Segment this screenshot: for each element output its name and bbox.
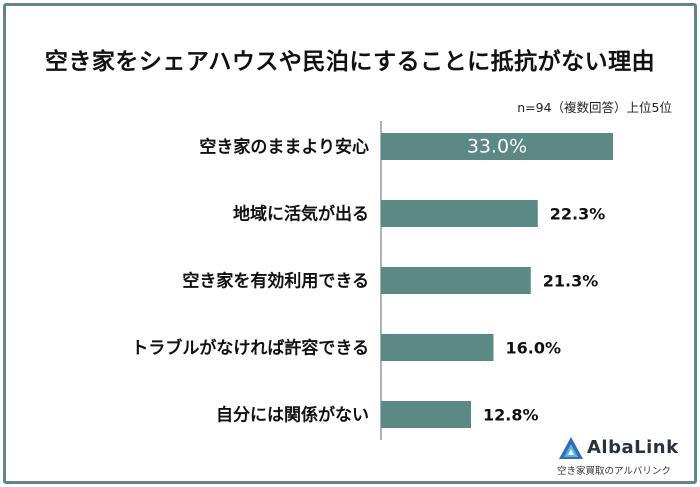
category-label: 自分には関係がない	[216, 405, 369, 426]
bar	[381, 267, 531, 294]
category-label: トラブルがなければ許容できる	[131, 338, 369, 359]
category-label: 地域に活気が出る	[233, 204, 369, 225]
sample-note: n=94（複数回答）上位5位	[517, 100, 672, 115]
chart-title: 空き家をシェアハウスや民泊にすることに抵抗がない理由	[44, 49, 656, 75]
bar	[381, 401, 471, 428]
bar	[381, 133, 613, 160]
logo-name: AlbaLink	[587, 437, 679, 458]
bar	[381, 334, 494, 361]
albalink-logo: AlbaLink 空き家買取のアルバリンク	[557, 433, 687, 481]
category-label: 空き家のままより安心	[199, 137, 369, 158]
albalink-mark-icon	[559, 437, 583, 459]
value-label: 12.8%	[483, 406, 539, 425]
value-label: 21.3%	[543, 272, 599, 291]
value-label: 33.0%	[467, 136, 527, 158]
value-label: 16.0%	[505, 339, 561, 358]
value-label: 22.3%	[550, 205, 606, 224]
bar	[381, 200, 538, 227]
category-label: 空き家を有効利用できる	[182, 271, 369, 292]
logo-tagline: 空き家買取のアルバリンク	[557, 466, 671, 477]
chart-frame	[3, 3, 697, 484]
